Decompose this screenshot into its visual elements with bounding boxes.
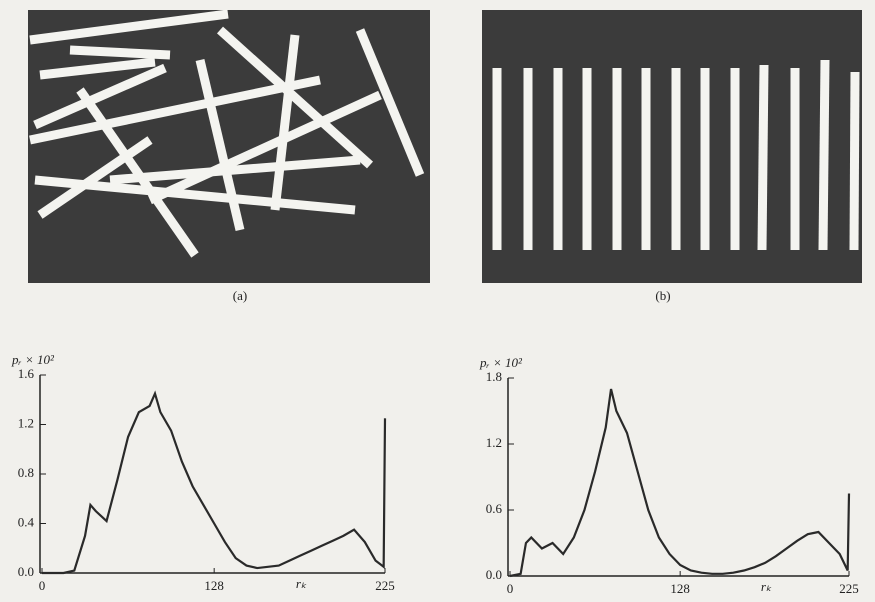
y-tick-label: 0.0 — [18, 564, 34, 579]
x-tick-label: 128 — [670, 581, 690, 596]
y-tick-label: 0.4 — [18, 514, 35, 529]
y-tick-label: 1.8 — [486, 369, 502, 384]
y-tick-label: 0.8 — [18, 465, 34, 480]
x-tick-label: 0 — [507, 581, 514, 596]
y-axis-label: pᵣ × 10² — [479, 355, 523, 370]
histogram-line — [510, 389, 849, 576]
y-tick-label: 1.2 — [486, 435, 502, 450]
histogram-line — [42, 394, 385, 573]
y-tick-label: 1.2 — [18, 415, 34, 430]
figure: (a) (b) 0.0 0.4 0.8 1.2 1.6 0 128 225 pᵣ × 10² rₖ… — [0, 0, 875, 597]
y-axis-label: pᵣ × 10² — [11, 352, 55, 367]
x-tick-label: 225 — [839, 581, 859, 596]
x-tick-label: 225 — [375, 578, 395, 593]
x-tick-label: 0 — [39, 578, 46, 593]
x-tick-label: 128 — [204, 578, 224, 593]
y-tick-label: 0.0 — [486, 567, 502, 582]
y-tick-label: 1.6 — [18, 366, 35, 381]
y-tick-label: 0.6 — [486, 501, 503, 516]
x-axis-label: rₖ — [296, 576, 307, 591]
panel-label: (b) — [655, 288, 670, 303]
panel-label: (a) — [233, 288, 247, 303]
image-b — [482, 10, 862, 283]
image-a — [28, 10, 430, 283]
x-axis-label: rₖ — [761, 579, 772, 594]
